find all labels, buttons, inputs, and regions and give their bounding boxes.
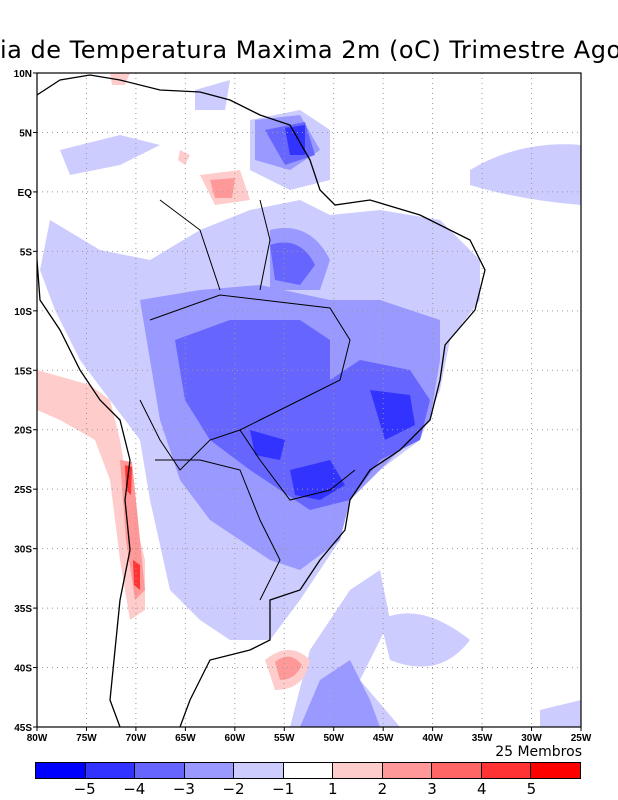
- x-tick-label: 80W: [27, 733, 48, 744]
- colorbar-swatch: [333, 763, 383, 778]
- colorbar-swatch: [36, 763, 86, 778]
- colorbar-swatch: [85, 763, 136, 778]
- coastline: [37, 74, 486, 727]
- chart-title: ia de Temperatura Maxima 2m (oC) Trimest…: [0, 36, 618, 64]
- y-tick-label: 35S: [14, 604, 32, 615]
- y-tick-label: 40S: [14, 664, 32, 675]
- y-tick-label: 20S: [14, 426, 32, 437]
- y-tick-label: 45S: [14, 723, 32, 734]
- y-axis: 10N 5N EQ 5S 10S 15S 20S 25S 30S 35S 40S 45S: [14, 69, 37, 734]
- colorbar-swatch: [184, 763, 235, 778]
- colorbar-label: 2: [377, 780, 388, 798]
- x-tick-label: 45W: [373, 733, 394, 744]
- colorbar-label: 5: [526, 780, 537, 798]
- country-borders: [139, 199, 356, 601]
- x-axis: 80W 75W 70W 65W 60W 55W 50W 45W 40W 35W 30W 25W: [27, 727, 592, 744]
- y-tick-label: 5S: [20, 247, 33, 258]
- colorbar-label: −2: [222, 780, 245, 798]
- members-label: 25 Membros: [495, 744, 582, 760]
- x-tick-label: 65W: [175, 733, 196, 744]
- y-tick-label: 5N: [19, 128, 32, 139]
- x-tick-label: 25W: [571, 733, 592, 744]
- colorbar-swatch: [382, 763, 433, 778]
- x-tick-label: 60W: [225, 733, 246, 744]
- plot-frame: [36, 72, 582, 728]
- colorbar-label: 3: [427, 780, 437, 798]
- colorbar: [35, 762, 581, 779]
- colorbar-swatch: [432, 763, 482, 778]
- colorbar-label: −3: [172, 780, 195, 798]
- x-tick-label: 75W: [76, 733, 97, 744]
- colorbar-swatch: [135, 763, 185, 778]
- x-tick-label: 50W: [323, 733, 344, 744]
- y-tick-label: 10S: [14, 307, 32, 318]
- y-tick-label: 30S: [14, 545, 32, 556]
- colorbar-swatch: [481, 763, 532, 778]
- x-tick-label: 55W: [274, 733, 295, 744]
- x-tick-label: 40W: [422, 733, 443, 744]
- colorbar-label: 4: [476, 780, 487, 798]
- x-tick-label: 30W: [521, 733, 542, 744]
- x-tick-label: 70W: [126, 733, 147, 744]
- y-tick-label: 15S: [14, 366, 32, 377]
- colorbar-label: −1: [272, 780, 295, 798]
- y-tick-label: 10N: [14, 69, 32, 80]
- colorbar-swatch: [531, 763, 581, 778]
- colorbar-swatch: [234, 763, 284, 778]
- colorbar-label: 1: [328, 780, 338, 798]
- y-tick-label: EQ: [18, 188, 33, 199]
- colorbar-label: −4: [123, 780, 146, 798]
- gridlines: [37, 73, 581, 727]
- colorbar-label: −5: [73, 780, 96, 798]
- anomaly-level-minus4: [250, 125, 415, 500]
- y-tick-label: 25S: [14, 485, 32, 496]
- colorbar-swatch: [283, 763, 334, 778]
- x-tick-label: 35W: [472, 733, 493, 744]
